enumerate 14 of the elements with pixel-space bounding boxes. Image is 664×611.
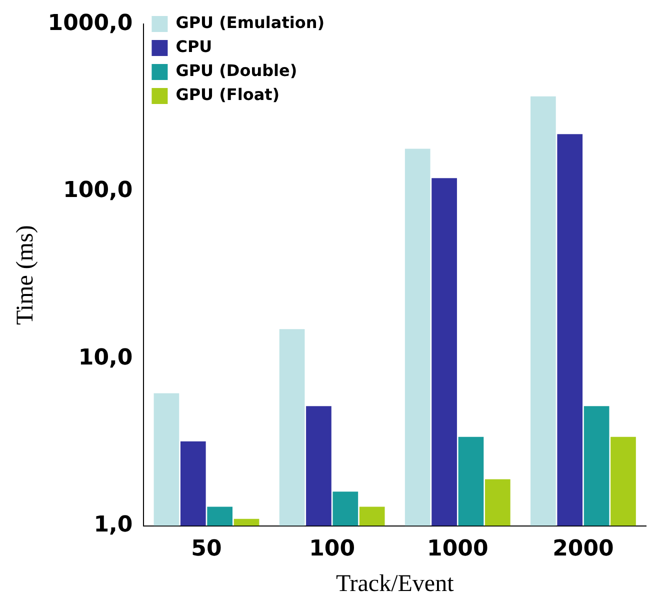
y-tick-label: 1,0	[94, 512, 133, 538]
x-tick-label: 1000	[427, 536, 488, 562]
x-tick-label: 100	[309, 536, 356, 562]
x-tick-label: 50	[191, 536, 222, 562]
legend-label: GPU (Float)	[176, 85, 280, 104]
y-axis-title: Time (ms)	[12, 225, 39, 325]
legend-label: CPU	[176, 37, 212, 56]
y-tick-label: 10,0	[78, 345, 133, 370]
x-axis-title: Track/Event	[336, 570, 454, 597]
y-tick-label: 1000,0	[48, 10, 133, 36]
y-tick-label: 100,0	[63, 178, 133, 204]
x-tick-label: 2000	[552, 536, 614, 562]
legend-label: GPU (Emulation)	[176, 13, 325, 32]
legend-label: GPU (Double)	[176, 61, 298, 80]
